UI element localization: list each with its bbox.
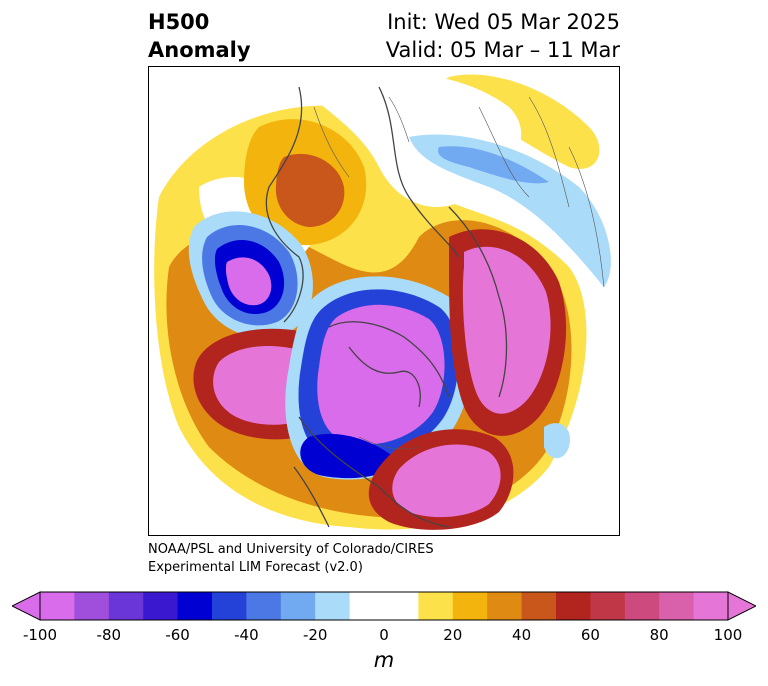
colorbar [12, 591, 756, 621]
colorbar-extend-min [12, 591, 41, 621]
anomaly-pos-siberia-core [275, 153, 345, 227]
colorbar-bin [590, 592, 626, 620]
colorbar-tick-label: 40 [512, 626, 532, 644]
colorbar-bin [452, 592, 488, 620]
valid-range: Valid: 05 Mar – 11 Mar [385, 38, 620, 62]
credit-line-2: Experimental LIM Forecast (v2.0) [148, 560, 363, 575]
colorbar-bin [556, 592, 591, 620]
title-line-2: Anomaly [148, 38, 251, 62]
colorbar-bin [177, 592, 213, 620]
colorbar-tick-label: -60 [165, 626, 190, 644]
credit: NOAA/PSL and University of Colorado/CIRE… [148, 541, 434, 577]
anomaly-neg-west-peak [225, 257, 272, 306]
colorbar-tick-label: 100 [713, 626, 743, 644]
colorbar-extend-max [727, 591, 756, 621]
anomaly-neg-ne-core [438, 146, 549, 184]
colorbar-bin [280, 592, 316, 620]
colorbar-bin [108, 592, 144, 620]
colorbar-bin [212, 592, 247, 620]
colorbar-bin [349, 592, 419, 620]
colorbar-tick-label: 80 [649, 626, 669, 644]
colorbar-bin [315, 592, 351, 620]
anomaly-neg-se-small [544, 423, 570, 459]
colorbar-bin [143, 592, 179, 620]
colorbar-bin [659, 592, 695, 620]
anomaly-pos-east-core [462, 246, 551, 414]
colorbar-tick-label: -100 [22, 626, 58, 644]
init-date: Init: Wed 05 Mar 2025 [387, 10, 620, 34]
anomaly-map [148, 66, 620, 536]
anomaly-pos-se-core [392, 444, 501, 518]
credit-line-1: NOAA/PSL and University of Colorado/CIRE… [148, 542, 434, 557]
colorbar-tick-label: -80 [96, 626, 122, 644]
colorbar-tick-label: 60 [580, 626, 600, 644]
anomaly-neg-south [300, 433, 399, 479]
colorbar-bin [693, 592, 729, 620]
title-line-1: H500 [148, 10, 210, 34]
anomaly-neg-central-core [317, 304, 445, 445]
colorbar-bin [418, 592, 454, 620]
colorbar-ticks: -100 -80 -60 -40 -20 0 20 40 60 80 100 [0, 626, 768, 646]
colorbar-bin [40, 592, 75, 620]
colorbar-tick-label: 0 [379, 626, 389, 644]
anomaly-neg-ne [409, 134, 611, 287]
forecast-dates: Init: Wed 05 Mar 2025 Valid: 05 Mar – 11… [386, 8, 620, 64]
colorbar-outline [39, 591, 729, 621]
colorbar-bin [521, 592, 557, 620]
colorbar-bin [74, 592, 110, 620]
map-title: H500 Anomaly [148, 8, 251, 64]
coastlines [265, 86, 508, 528]
colorbar-bin [624, 592, 660, 620]
colorbar-tick-label: -20 [302, 626, 328, 644]
colorbar-tick-label: 20 [443, 626, 463, 644]
colorbar-bin [487, 592, 523, 620]
colorbar-tick-label: -40 [234, 626, 259, 644]
colorbar-bin [246, 592, 282, 620]
polar-map-svg [154, 70, 611, 530]
colorbar-unit: m [373, 648, 395, 672]
borders [313, 96, 605, 450]
